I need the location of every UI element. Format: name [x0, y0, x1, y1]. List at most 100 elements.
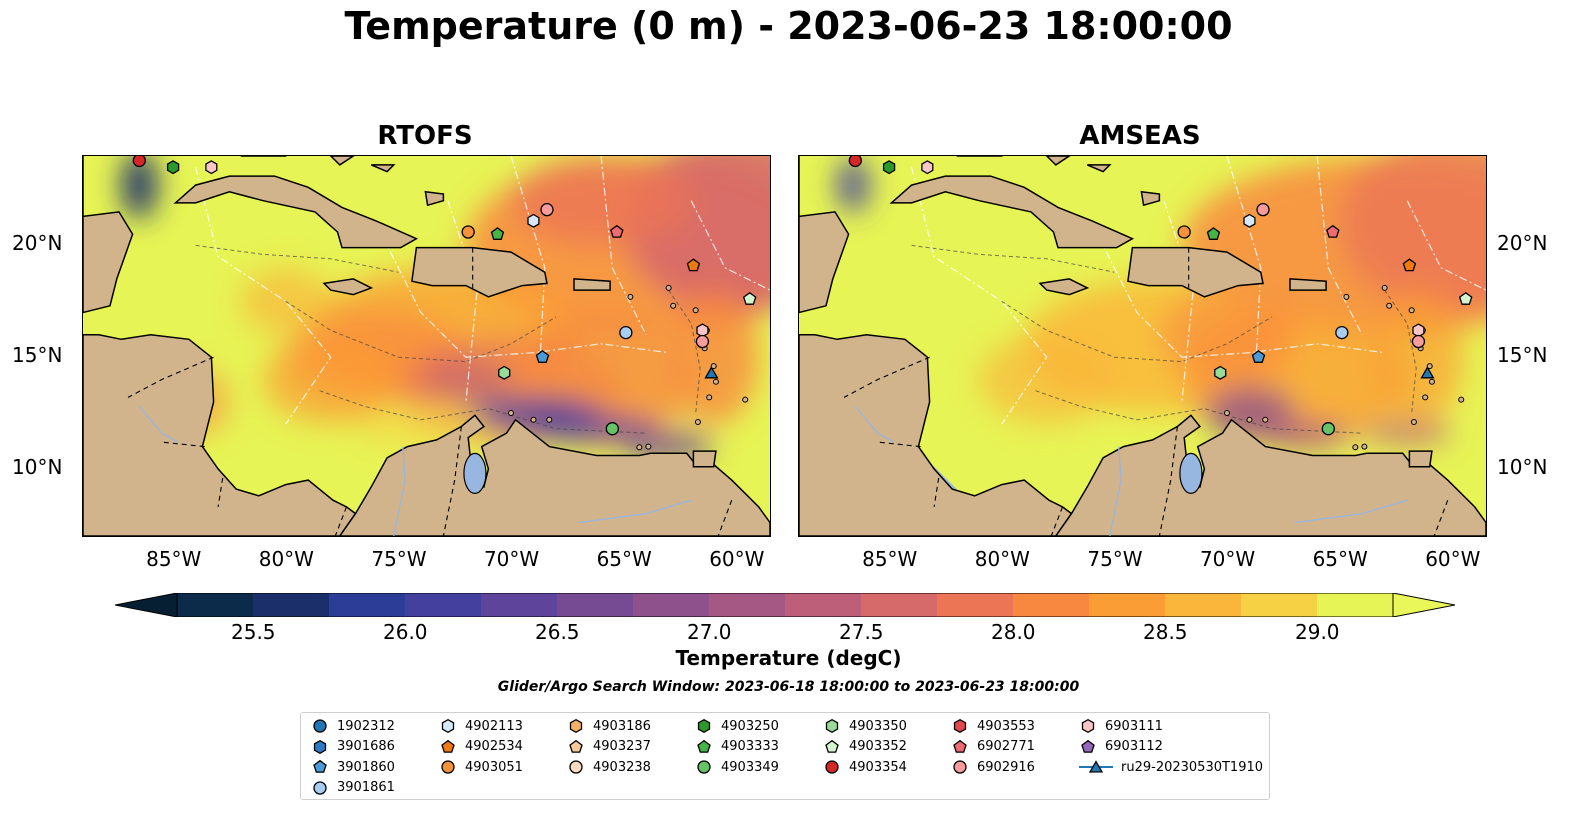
temperature-patch	[121, 156, 158, 219]
map-amseas[interactable]	[798, 155, 1487, 537]
observation-marker-4903350	[498, 365, 511, 380]
map-rtofs-canvas	[83, 156, 770, 536]
observation-marker-4903051	[1177, 225, 1191, 239]
legend-label: 4902534	[465, 739, 523, 754]
observation-marker-6902916	[695, 334, 710, 349]
lon-tick-label: 75°W	[1087, 547, 1143, 571]
temperature-field	[121, 156, 770, 463]
legend-marker	[313, 719, 327, 733]
observation-marker-6903111	[921, 160, 934, 175]
legend-symbol	[1081, 718, 1095, 734]
observation-marker-4902534	[1402, 258, 1417, 272]
legend: 1902312 3901686 3901860 3901861 4902113 49025…	[300, 712, 1270, 800]
island	[1262, 416, 1269, 423]
lon-tick-label: 80°W	[974, 547, 1030, 571]
legend-marker	[569, 760, 583, 774]
legend-marker	[825, 718, 839, 734]
rivers	[138, 405, 692, 536]
legend-symbol	[441, 760, 455, 774]
lon-tick-label: 70°W	[1199, 547, 1256, 571]
island	[712, 378, 719, 385]
observation-marker-4903352	[1458, 292, 1473, 305]
legend-item: 4903333	[695, 737, 779, 757]
legend-marker	[1079, 760, 1113, 773]
legend-symbol	[569, 760, 583, 774]
colorbar-segment	[633, 593, 710, 617]
observation-marker-4903350	[1214, 365, 1227, 380]
legend-item: 4902113	[439, 716, 523, 736]
observation-marker-3901860	[1251, 350, 1266, 363]
temperature-patch	[668, 290, 759, 425]
legend-marker	[441, 760, 455, 774]
land-mass	[799, 156, 850, 314]
island	[1410, 419, 1417, 425]
observation-marker-3901861	[619, 325, 633, 340]
legend-marker	[441, 739, 455, 753]
island	[1352, 444, 1359, 451]
island	[1422, 394, 1429, 401]
legend-item: 4903250	[695, 716, 779, 736]
legend-item: 4902534	[439, 737, 523, 757]
legend-label: 4903051	[465, 759, 523, 775]
observation-marker-ru29-20230530T1910	[1420, 366, 1435, 379]
bathymetry-contours	[911, 244, 1417, 434]
land-mass	[692, 450, 717, 468]
legend-symbol	[1081, 739, 1095, 753]
legend-label: 4903250	[721, 718, 779, 734]
search-window-text: Glider/Argo Search Window: 2023-06-18 18…	[497, 679, 1080, 695]
island	[546, 416, 553, 423]
island	[1386, 302, 1393, 309]
observation-marker-6903111	[205, 160, 218, 175]
temperature-patch	[1159, 290, 1295, 380]
legend-marker	[825, 739, 839, 753]
legend-marker	[313, 780, 327, 795]
legend-item: 6903112	[1079, 737, 1163, 757]
observation-marker-4903352	[742, 292, 757, 305]
legend-symbol	[953, 739, 967, 753]
lon-tick-label: 85°W	[146, 547, 202, 571]
colorbar-segment	[557, 593, 634, 617]
map-rtofs[interactable]	[82, 155, 771, 537]
legend-marker	[569, 739, 583, 753]
observation-marker-4903051	[461, 225, 475, 239]
colorbar-segment	[1317, 593, 1394, 617]
legend-item: 4903553	[951, 716, 1035, 736]
lat-tick-label: 10°N	[12, 454, 63, 479]
colorbar-segment	[481, 593, 558, 617]
observation-marker-4903333	[1206, 227, 1221, 240]
legend-item: 4903352	[823, 737, 907, 757]
legend-label: 6903111	[1105, 718, 1163, 734]
land-mass	[1045, 156, 1071, 166]
temperature-patch	[510, 156, 692, 246]
island	[1361, 443, 1368, 450]
panel-title-amseas: AMSEAS	[1079, 121, 1201, 151]
legend-item: 6902771	[951, 737, 1035, 757]
colorbar-under-arrow	[115, 593, 178, 617]
legend-label: 4902113	[465, 718, 523, 734]
observation-marker-6902916	[1256, 202, 1270, 217]
legend-marker	[697, 760, 711, 774]
legend-item: 4903238	[567, 757, 651, 777]
country-borders	[843, 247, 1449, 536]
land-mass	[1289, 278, 1327, 291]
legend-label: 3901860	[337, 759, 395, 775]
observation-marker-3901861	[1335, 325, 1349, 340]
island	[670, 302, 677, 309]
colorbar-over-arrow	[1392, 593, 1455, 617]
rivers	[854, 405, 1408, 536]
legend-item: 4903051	[439, 757, 523, 777]
observation-marker-6902771	[610, 224, 624, 238]
colorbar-label: Temperature (degC)	[675, 646, 902, 670]
colorbar-segment	[1241, 593, 1318, 617]
land-mass	[371, 164, 396, 173]
legend-symbol	[697, 760, 711, 774]
observation-marker-4902534	[686, 258, 701, 272]
temperature-patch	[1339, 156, 1486, 313]
legend-symbol	[697, 718, 711, 734]
land-mass	[1054, 414, 1486, 536]
land-mass	[338, 414, 770, 536]
legend-label: 6902916	[977, 759, 1035, 775]
island	[645, 443, 652, 450]
legend-item: 6902916	[951, 757, 1035, 777]
colorbar-tick-label: 28.0	[991, 620, 1036, 644]
